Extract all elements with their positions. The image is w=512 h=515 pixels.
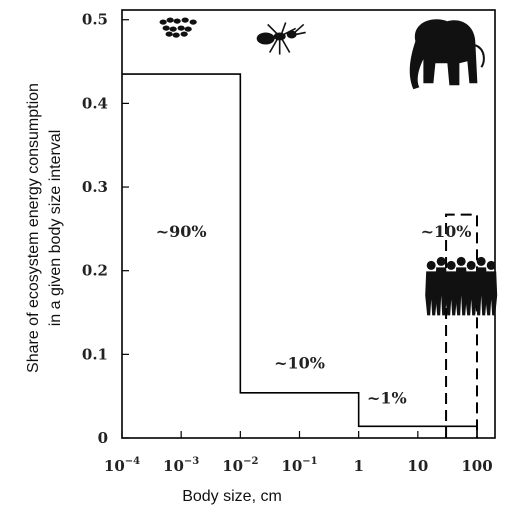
annotation-label: ~1%: [367, 389, 407, 408]
y-axis-label-line2: in a given body size interval: [47, 130, 64, 327]
x-axis-label: Body size, cm: [182, 488, 282, 505]
plot-frame: [121, 9, 496, 439]
x-tick-label: 1: [353, 457, 363, 475]
microbes-icon: [159, 17, 197, 38]
y-axis-label-line1: Share of ecosystem energy consumption: [25, 83, 42, 373]
y-axis-ticks: 0 0.1 0.2 0.3 0.4 0.5: [82, 11, 129, 447]
elephant-icon: [409, 19, 485, 90]
x-tick-label: 10−4: [104, 456, 140, 475]
x-axis-ticks: 10−4 10−3 10−2 10−1 1 10 100: [104, 431, 493, 475]
series-group: [122, 73, 478, 438]
y-tick-label: 0.3: [82, 178, 108, 196]
x-tick-label: 10−3: [163, 456, 199, 475]
annotation-label: ~90%: [156, 222, 207, 241]
x-tick-label: 10−2: [222, 456, 258, 475]
y-tick-label: 0.2: [82, 262, 108, 280]
annotation-label: ~10%: [274, 354, 325, 373]
x-tick-label: 10−1: [281, 456, 317, 475]
annotations: ~90% ~10% ~1% ~10%: [156, 222, 472, 407]
y-tick-label: 0.4: [82, 94, 108, 112]
x-tick-label: 100: [461, 457, 492, 475]
y-tick-label: 0.5: [82, 11, 108, 29]
y-tick-label: 0.1: [82, 345, 108, 363]
ant-icon: [256, 22, 306, 55]
annotation-label: ~10%: [421, 222, 472, 241]
people-icon: [425, 256, 498, 316]
series-step-line: [122, 73, 478, 438]
series-dashed-bin: [445, 213, 478, 438]
y-tick-label: 0: [98, 429, 108, 447]
silhouettes: [159, 17, 498, 316]
x-tick-label: 10: [407, 457, 428, 475]
